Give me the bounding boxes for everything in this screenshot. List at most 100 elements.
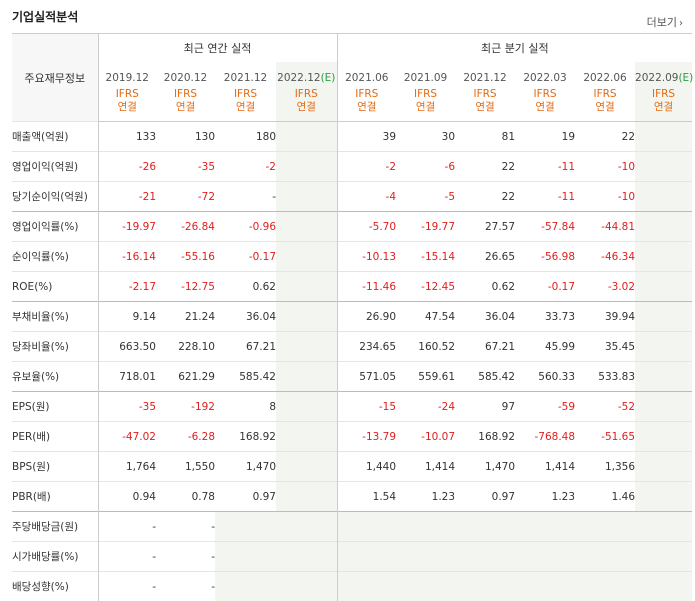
row-label: 시가배당률(%) [12,542,98,572]
value-cell: 663.50 [98,332,156,362]
value-cell [276,512,337,542]
value-cell: -16.14 [98,242,156,272]
value-cell: -35 [98,392,156,422]
value-cell: 0.78 [156,482,215,512]
value-cell: -21 [98,182,156,212]
value-cell [455,512,515,542]
value-cell: -6.28 [156,422,215,452]
value-cell [276,182,337,212]
value-cell [575,512,635,542]
value-cell [396,542,455,572]
value-cell: 1,414 [396,452,455,482]
value-cell: -26 [98,152,156,182]
value-cell: 1,356 [575,452,635,482]
value-cell: 533.83 [575,362,635,392]
value-cell: -72 [156,182,215,212]
row-label: 주당배당금(원) [12,512,98,542]
value-cell: 1.54 [337,482,396,512]
value-cell: 228.10 [156,332,215,362]
value-cell [396,572,455,601]
value-cell: - [98,542,156,572]
row-label: 배당성향(%) [12,572,98,601]
value-cell [337,572,396,601]
value-cell [635,302,692,332]
value-cell: 39.94 [575,302,635,332]
row-label: PER(배) [12,422,98,452]
value-cell: 1,470 [455,452,515,482]
value-cell: - [215,182,276,212]
value-cell [635,332,692,362]
value-cell [396,512,455,542]
value-cell: -0.96 [215,212,276,242]
value-cell: -11 [515,182,575,212]
value-cell: 33.73 [515,302,575,332]
value-cell: 168.92 [215,422,276,452]
more-link[interactable]: 더보기› [647,14,683,30]
value-cell: -5.70 [337,212,396,242]
row-label: 영업이익률(%) [12,212,98,242]
value-cell: 1.23 [515,482,575,512]
value-cell: -4 [337,182,396,212]
value-cell: 130 [156,122,215,152]
value-cell: 0.97 [215,482,276,512]
value-cell: 97 [455,392,515,422]
value-cell [515,572,575,601]
value-cell [276,302,337,332]
value-cell: 0.97 [455,482,515,512]
row-label: PBR(배) [12,482,98,512]
value-cell [635,182,692,212]
value-cell: 30 [396,122,455,152]
value-cell [276,422,337,452]
value-cell [515,512,575,542]
value-cell: 718.01 [98,362,156,392]
value-cell: 19 [515,122,575,152]
value-cell: 1,440 [337,452,396,482]
value-cell [276,362,337,392]
value-cell: -35 [156,152,215,182]
value-cell: -56.98 [515,242,575,272]
value-cell: - [156,512,215,542]
period-header: 2020.12 [156,62,215,86]
value-cell: 26.65 [455,242,515,272]
value-cell: -3.02 [575,272,635,302]
value-cell [276,392,337,422]
value-cell: -47.02 [98,422,156,452]
value-cell: -768.48 [515,422,575,452]
value-cell [276,272,337,302]
value-cell: 621.29 [156,362,215,392]
value-cell: -15 [337,392,396,422]
row-label: EPS(원) [12,392,98,422]
value-cell: 21.24 [156,302,215,332]
value-cell: 22 [575,122,635,152]
period-header-estimate: 2022.12(E) [276,62,337,86]
value-cell: 571.05 [337,362,396,392]
value-cell [635,572,692,601]
value-cell [455,542,515,572]
more-label: 더보기 [647,16,677,29]
value-cell: 0.94 [98,482,156,512]
value-cell [276,572,337,601]
value-cell [635,212,692,242]
value-cell [276,542,337,572]
value-cell: 36.04 [455,302,515,332]
value-cell: -12.45 [396,272,455,302]
value-cell [276,242,337,272]
header-row-groups: 주요재무정보 최근 연간 실적 최근 분기 실적 [12,34,692,63]
value-cell: 35.45 [575,332,635,362]
value-cell: -55.16 [156,242,215,272]
value-cell [337,512,396,542]
value-cell: 1,550 [156,452,215,482]
period-header-estimate: 2022.09(E) [635,62,692,86]
value-cell: -24 [396,392,455,422]
value-cell: -52 [575,392,635,422]
value-cell [635,152,692,182]
